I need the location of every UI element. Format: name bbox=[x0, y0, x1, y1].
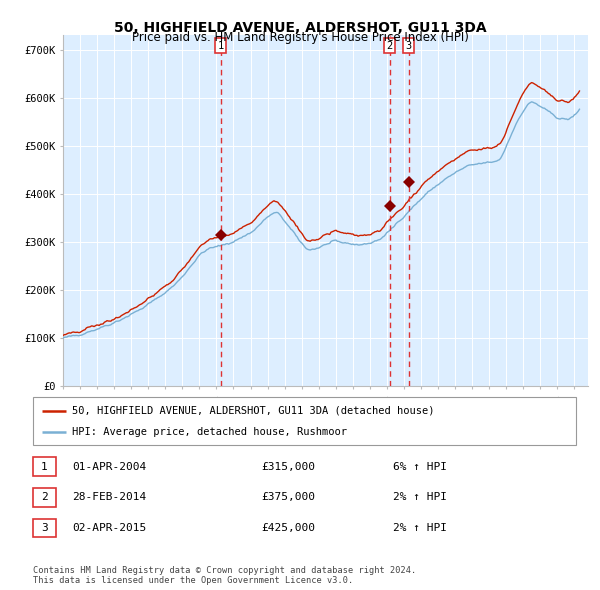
Text: 3: 3 bbox=[41, 523, 48, 533]
Text: 2% ↑ HPI: 2% ↑ HPI bbox=[393, 523, 447, 533]
Text: 28-FEB-2014: 28-FEB-2014 bbox=[72, 493, 146, 502]
Text: 2% ↑ HPI: 2% ↑ HPI bbox=[393, 493, 447, 502]
Text: £425,000: £425,000 bbox=[261, 523, 315, 533]
Text: Price paid vs. HM Land Registry's House Price Index (HPI): Price paid vs. HM Land Registry's House … bbox=[131, 31, 469, 44]
Text: £375,000: £375,000 bbox=[261, 493, 315, 502]
Text: 01-APR-2004: 01-APR-2004 bbox=[72, 462, 146, 471]
Text: Contains HM Land Registry data © Crown copyright and database right 2024.
This d: Contains HM Land Registry data © Crown c… bbox=[33, 566, 416, 585]
Text: 2: 2 bbox=[386, 41, 393, 51]
Text: HPI: Average price, detached house, Rushmoor: HPI: Average price, detached house, Rush… bbox=[72, 427, 347, 437]
Text: 6% ↑ HPI: 6% ↑ HPI bbox=[393, 462, 447, 471]
Text: 2: 2 bbox=[41, 493, 48, 502]
Text: 1: 1 bbox=[41, 462, 48, 471]
Text: 50, HIGHFIELD AVENUE, ALDERSHOT, GU11 3DA (detached house): 50, HIGHFIELD AVENUE, ALDERSHOT, GU11 3D… bbox=[72, 405, 434, 415]
Text: £315,000: £315,000 bbox=[261, 462, 315, 471]
Text: 1: 1 bbox=[218, 41, 224, 51]
Text: 02-APR-2015: 02-APR-2015 bbox=[72, 523, 146, 533]
Text: 50, HIGHFIELD AVENUE, ALDERSHOT, GU11 3DA: 50, HIGHFIELD AVENUE, ALDERSHOT, GU11 3D… bbox=[113, 21, 487, 35]
Text: 3: 3 bbox=[406, 41, 412, 51]
